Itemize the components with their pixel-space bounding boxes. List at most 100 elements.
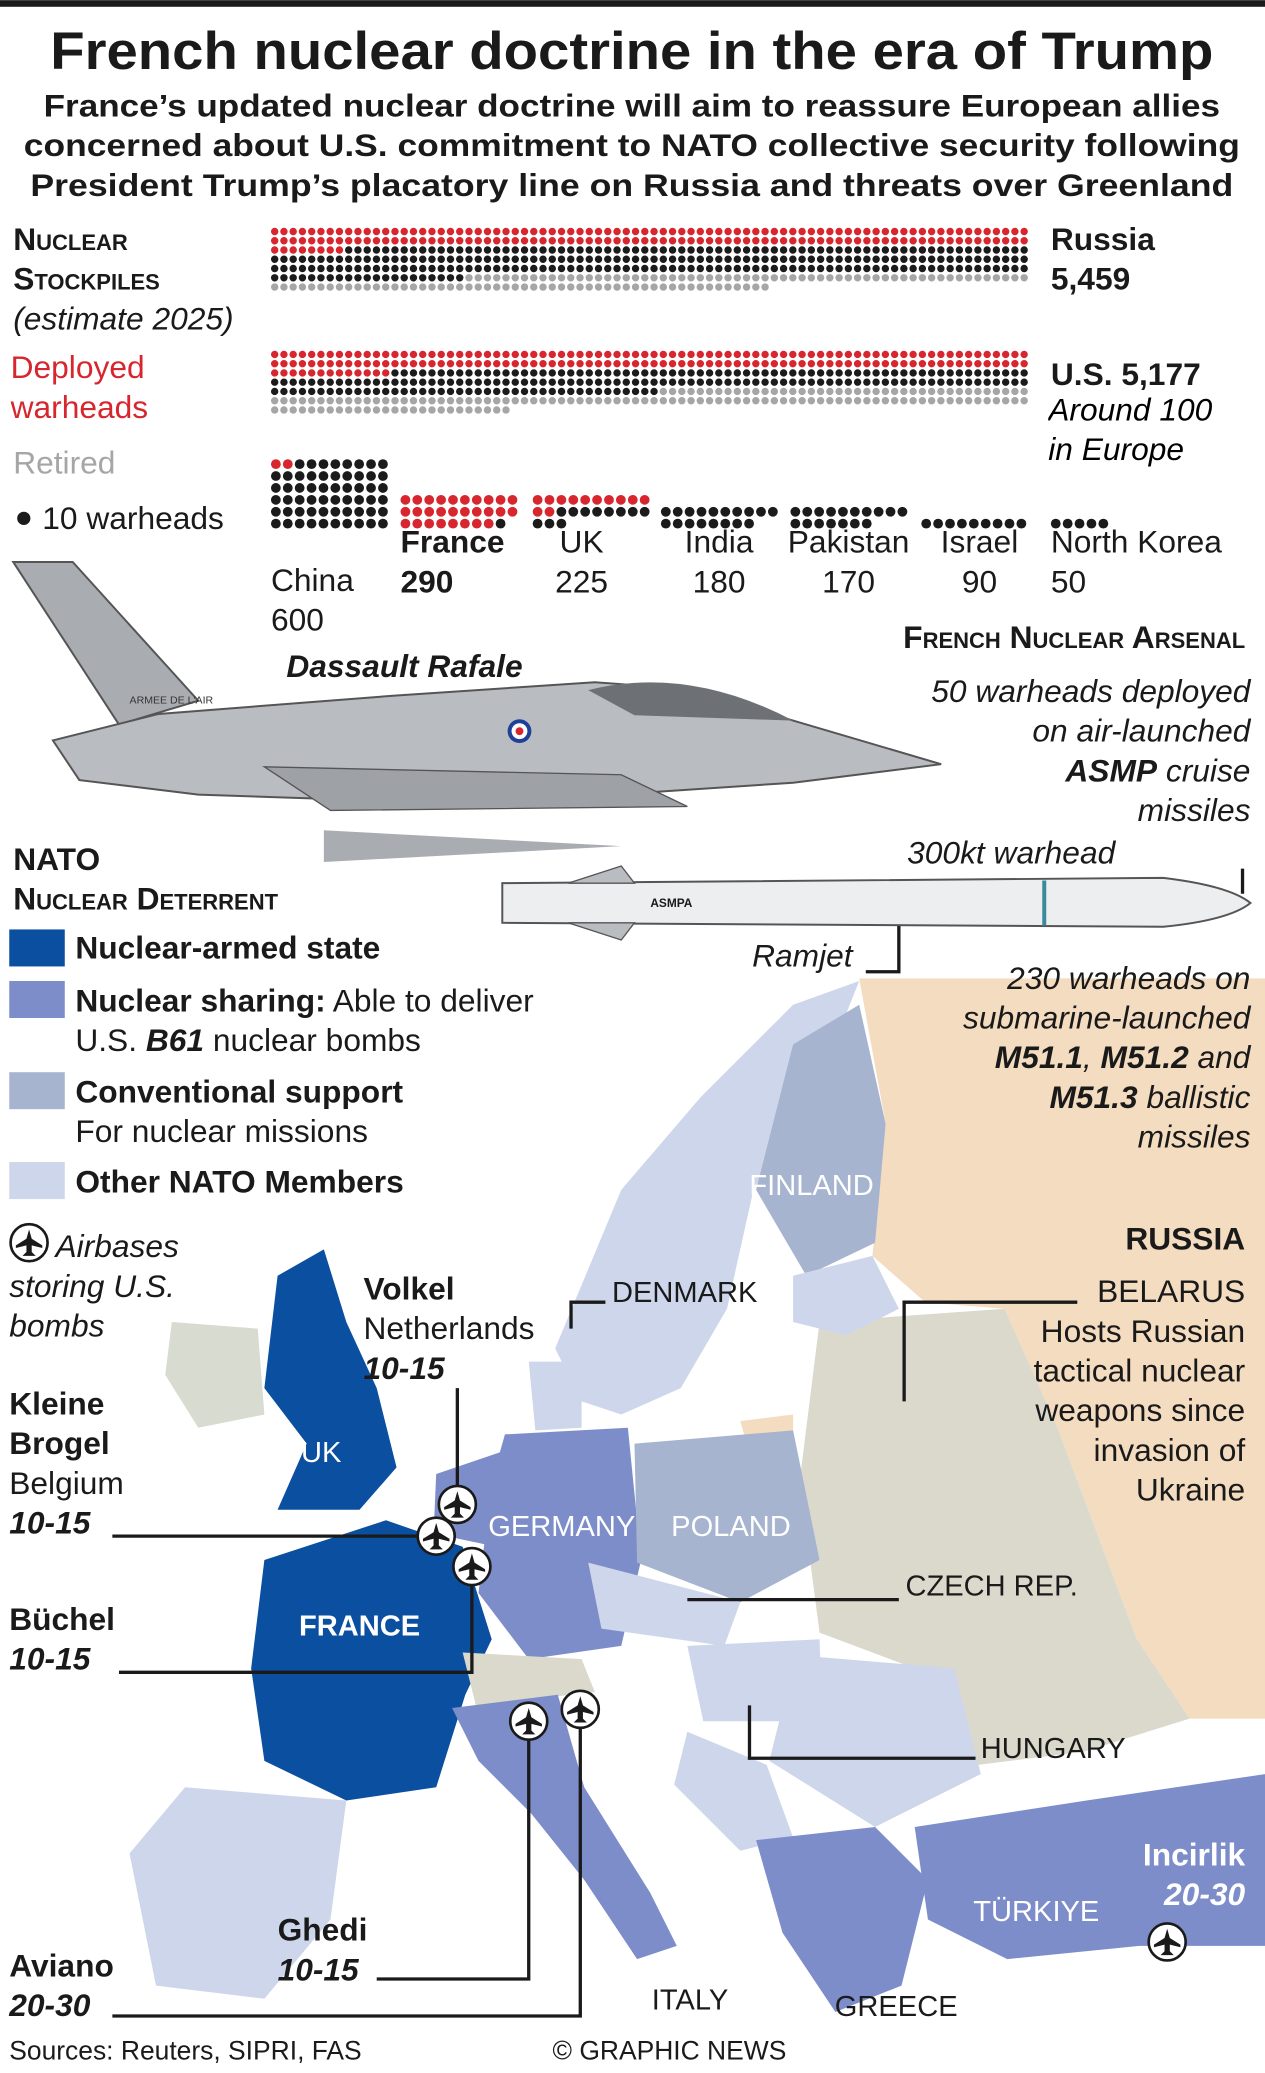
warhead-dot <box>391 264 399 273</box>
shape <box>902 1300 1078 1402</box>
label: Nuclear-armed state <box>75 930 380 966</box>
warhead-dot <box>428 406 436 414</box>
label: U.S. <box>75 1022 145 1058</box>
warhead-dot <box>446 274 455 282</box>
warhead-dot <box>881 246 890 254</box>
warhead-dot <box>1020 237 1028 245</box>
warhead-dot <box>446 378 455 386</box>
warhead-dot <box>761 359 769 368</box>
region-poland <box>634 1430 820 1603</box>
warhead-dot <box>270 518 281 529</box>
warhead-dot <box>835 246 843 254</box>
warhead-dot <box>816 359 825 368</box>
warhead-dot <box>372 350 381 359</box>
warhead-dot <box>641 227 649 236</box>
warhead-dot <box>318 494 329 505</box>
warhead-dot <box>838 518 848 529</box>
warhead-dot <box>437 369 445 377</box>
warhead-dot <box>465 255 473 263</box>
label: M51.1 <box>995 1039 1083 1075</box>
shape <box>323 830 622 863</box>
warhead-dot <box>789 264 797 273</box>
warhead-dot <box>1020 387 1028 396</box>
warhead-dot <box>363 350 371 359</box>
warhead-dot <box>400 227 408 236</box>
warhead-dot <box>289 246 297 254</box>
warhead-dot <box>849 518 860 529</box>
warhead-dot <box>807 255 816 263</box>
warhead-dot <box>342 471 353 481</box>
warhead-dot <box>354 471 365 481</box>
shape <box>865 912 901 974</box>
warhead-dot <box>900 237 908 245</box>
warhead-dot <box>557 283 566 291</box>
warhead-dot <box>724 246 732 254</box>
warhead-dot <box>594 274 603 282</box>
warhead-dot <box>335 359 344 368</box>
warhead-dot <box>548 378 556 386</box>
icon-plane <box>567 1696 594 1723</box>
warhead-dot <box>705 359 714 368</box>
warhead-dot <box>335 246 344 254</box>
label: U.S. B61 nuclear bombs <box>75 1022 421 1058</box>
warhead-dot <box>720 518 731 529</box>
warhead-dot <box>1011 350 1019 359</box>
value-label: 600 <box>271 602 324 638</box>
region-alps <box>462 1652 595 1706</box>
warhead-dot <box>437 264 445 273</box>
warhead-dot <box>890 255 899 263</box>
label: Nuclear Deterrent <box>13 881 278 917</box>
warhead-dot <box>863 264 871 273</box>
warhead-dot <box>715 264 723 273</box>
warhead-dot <box>1020 378 1028 386</box>
warhead-dot <box>770 350 779 359</box>
warhead-dot <box>807 369 816 377</box>
warhead-dot <box>400 369 408 377</box>
warhead-dot <box>659 274 667 282</box>
warhead-dot <box>557 387 566 396</box>
warhead-dot <box>678 369 686 377</box>
warhead-dot <box>345 406 353 414</box>
warhead-dot <box>650 396 658 405</box>
warhead-dot <box>807 246 816 254</box>
warhead-dot <box>890 264 899 273</box>
warhead-dot <box>742 350 751 359</box>
warhead-dot <box>548 396 556 405</box>
warhead-dot <box>576 350 584 359</box>
warhead-dot <box>382 255 390 263</box>
warhead-dot <box>844 264 853 273</box>
warhead-dot <box>964 369 973 377</box>
warhead-dot <box>900 359 908 368</box>
warhead-dot <box>520 255 529 263</box>
warhead-dot <box>770 396 779 405</box>
warhead-dot <box>604 387 612 396</box>
label: Nuclear sharing: Able to deliver <box>75 982 534 1018</box>
stockpile-dots <box>790 506 908 529</box>
warhead-dot <box>798 227 806 236</box>
warhead-dot <box>382 246 390 254</box>
ramjet-label: Ramjet <box>752 937 854 973</box>
label: ballistic <box>1138 1079 1251 1115</box>
airbase-icon <box>1147 1922 1188 1962</box>
label: Hosts Russian <box>1041 1313 1245 1349</box>
warhead-dot <box>650 387 658 396</box>
shape <box>515 727 524 736</box>
warhead-dot <box>955 359 964 368</box>
warhead-dot <box>678 237 686 245</box>
warhead-dot <box>567 283 575 291</box>
warhead-dot <box>507 506 518 517</box>
warhead-dot <box>853 359 862 368</box>
warhead-dot <box>363 246 371 254</box>
icon-plane <box>1153 1928 1181 1956</box>
warhead-dot <box>983 369 991 377</box>
warhead-dot <box>933 518 944 529</box>
warhead-dot <box>872 359 880 368</box>
stockpile-dots <box>270 246 1028 282</box>
warhead-dot <box>789 350 797 359</box>
warhead-dot <box>270 369 279 377</box>
warhead-dot <box>927 246 936 254</box>
warhead-dot <box>483 350 492 359</box>
warhead-dot <box>715 396 723 405</box>
warhead-dot <box>668 227 677 236</box>
warhead-dot <box>298 387 307 396</box>
